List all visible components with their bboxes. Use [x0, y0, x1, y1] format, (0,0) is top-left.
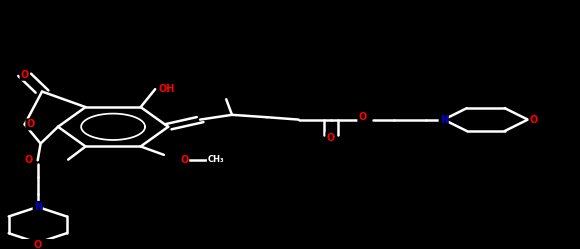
Text: O: O: [25, 155, 33, 165]
Text: O: O: [34, 240, 42, 249]
Text: O: O: [327, 132, 335, 142]
Text: CH₃: CH₃: [208, 155, 224, 164]
Text: N: N: [34, 202, 42, 212]
Text: N: N: [440, 115, 448, 124]
Text: O: O: [180, 155, 189, 165]
Text: O: O: [26, 119, 35, 129]
Text: O: O: [20, 70, 29, 80]
Text: OH: OH: [158, 84, 175, 94]
Text: O: O: [530, 115, 538, 124]
Text: O: O: [358, 112, 367, 122]
